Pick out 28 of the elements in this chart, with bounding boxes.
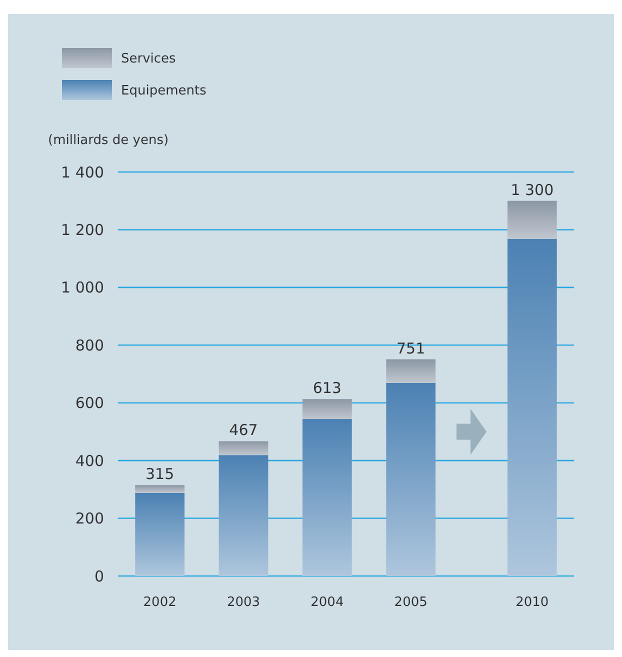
y-tick-label: 800 [75,336,104,354]
bar [135,492,185,576]
y-tick-label: 600 [75,394,104,412]
y-axis-title: (milliards de yens) [48,133,169,148]
x-tick-label: 2003 [226,595,260,610]
total-label: 315 [146,465,174,484]
total-label: 467 [229,421,258,440]
legend-label: Equipements [121,84,207,99]
bar [218,441,268,456]
y-tick-label: 1 400 [61,163,104,182]
y-tick-label: 1 200 [61,220,104,239]
bar [386,382,436,576]
y-tick-label: 0 [94,567,104,586]
bar [302,399,352,420]
x-tick-label: 2010 [516,595,549,610]
total-label: 1 300 [510,180,554,199]
x-tick-label: 2002 [143,595,176,610]
bar [386,359,436,383]
x-tick-label: 2005 [394,595,428,610]
y-tick-label: 200 [75,510,104,528]
bar [218,455,268,576]
total-label: 613 [312,379,342,398]
y-tick-label: 1 000 [61,278,104,297]
bar [302,419,352,576]
x-tick-label: 2004 [310,595,344,610]
bar [135,485,185,493]
y-tick-label: 400 [75,452,104,470]
legend-label: Services [121,52,176,67]
